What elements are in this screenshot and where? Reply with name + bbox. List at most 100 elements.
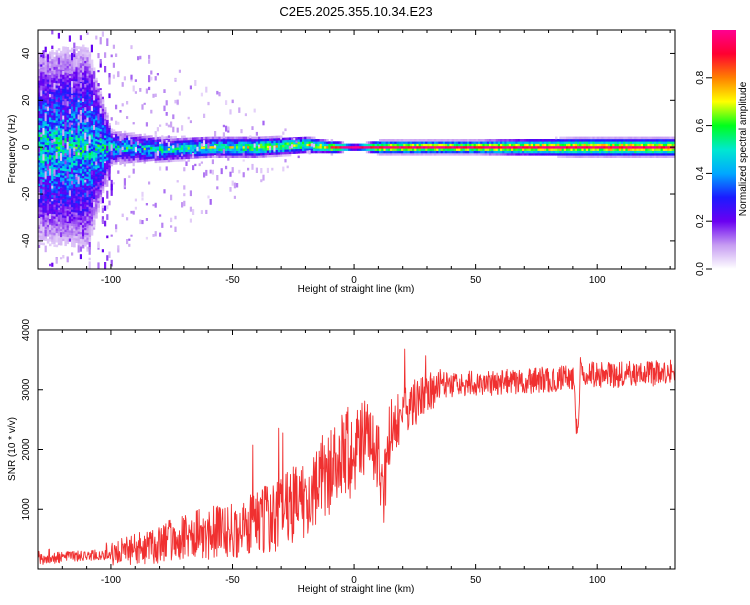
spectrogram-cell [68,202,72,205]
spectrogram-cell [596,141,600,144]
spectrogram-cell [550,148,554,151]
spectrogram-cell [77,88,81,91]
spectrogram-cell [44,72,48,75]
spectrogram-cell [220,155,224,158]
spectrogram-cell [60,207,63,211]
spectrogram-cell [55,225,59,229]
spectrogram-cell [539,153,543,156]
spectrogram-cell [592,146,595,149]
spectrogram-cell [632,143,635,147]
spectrogram-cell [453,148,457,151]
spectrogram-cell [306,143,309,147]
spectrogram-cell [55,136,59,140]
spectrogram-cell [431,146,435,149]
spectrogram-cell [629,136,633,140]
spectrogram-cell [55,50,59,53]
spectrogram-cell [607,155,611,158]
spectrogram-cell [64,187,67,190]
spectrogram-noise-cell [40,72,43,81]
spectrogram-cell [42,113,45,117]
spectrogram-cell [90,99,94,102]
spectrogram-cell [55,162,59,166]
spectrogram-cell [438,150,441,154]
spectrogram-cell [341,146,345,149]
spectrogram-cell [152,139,155,143]
spectrogram-cell [493,148,496,151]
spectrogram-cell [341,148,345,151]
spectrogram-cell [456,150,459,154]
spectrogram-cell [84,183,87,186]
spectrogram-noise-cell [132,161,135,167]
spectrogram-cell [172,152,175,155]
spectrogram-cell [612,136,615,140]
spectrogram-cell [60,179,63,183]
spectrogram-noise-cell [66,214,69,222]
spectrogram-cell [88,229,92,233]
spectrogram-cell [251,153,254,156]
spectrogram-cell [143,135,147,139]
spectrogram-cell [84,80,87,83]
spectrogram-cell [86,66,89,69]
spectrogram-cell [306,139,309,142]
spectrogram-cell [570,148,573,151]
spectrogram-cell [535,146,538,149]
spectrogram-cell [38,89,41,93]
spectrogram-cell [93,144,96,148]
spectrogram-cell [504,146,507,149]
spectrogram-cell [161,150,164,154]
spectrogram-cell [284,147,287,150]
spectrogram-cell [79,46,83,50]
spectrogram-noise-cell [310,143,313,147]
spectrogram-cell [156,158,160,161]
spectrogram-cell [185,156,188,160]
spectrogram-noise-cell [284,159,287,163]
spectrogram-cell [526,148,529,151]
spectrogram-cell [511,150,514,154]
spectrogram-noise-cell [145,203,148,206]
spectrogram-cell [442,143,446,147]
spectrogram-cell [557,150,560,154]
spectrogram-cell [383,148,386,151]
spectrogram-cell [86,209,89,212]
spectrogram-cell [93,116,96,120]
spectrogram-cell [577,143,580,147]
spectrogram-cell [64,105,67,108]
spectrogram-cell [75,149,78,152]
spectrogram-cell [244,136,248,140]
spectrogram-cell [77,69,81,73]
spectrogram-noise-cell [159,141,162,145]
spectrogram-cell [49,236,52,240]
spectrogram-cell [95,131,98,135]
spectrogram-cell [40,214,43,217]
spectrogram-cell [71,143,74,147]
spectrogram-cell [605,153,609,156]
spectrogram-cell [183,156,186,160]
spectrogram-cell [64,210,67,214]
spectrogram-cell [174,152,177,155]
spectrogram-noise-cell [220,168,223,175]
spectrogram-cell [528,146,532,149]
spectrogram-cell [68,216,72,219]
spectrogram-cell [458,150,461,154]
spectrogram-cell [68,134,72,137]
spectrogram-cell [423,143,426,147]
spectrogram-cell [255,153,259,156]
spectrogram-cell [82,49,85,52]
spectrogram-cell [77,74,81,77]
spectrogram-cell [40,233,43,236]
spectrogram-cell [86,188,89,191]
spectrogram-cell [583,136,587,140]
spectrogram-cell [88,157,92,160]
spectrogram-cell [99,171,103,174]
spectrogram-cell [236,139,239,142]
spectrogram-cell [117,150,120,153]
spectrogram-cell [53,122,56,125]
spectrogram-cell [266,154,270,158]
spectrogram-cell [156,155,160,159]
spectrogram-cell [198,148,202,152]
spectrogram-cell [42,102,45,105]
spectrogram-cell [599,153,602,156]
spectrogram-noise-cell [110,183,113,191]
spectrogram-cell [42,141,45,145]
spectrogram-cell [99,196,103,200]
